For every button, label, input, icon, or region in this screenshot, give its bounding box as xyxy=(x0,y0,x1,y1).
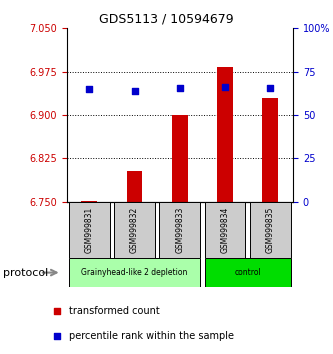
Bar xyxy=(160,202,200,258)
Bar xyxy=(205,202,245,258)
Point xyxy=(87,86,92,92)
Text: GDS5113 / 10594679: GDS5113 / 10594679 xyxy=(99,12,234,25)
Bar xyxy=(69,202,110,258)
Bar xyxy=(250,202,291,258)
Bar xyxy=(114,202,155,258)
Text: GSM999834: GSM999834 xyxy=(220,207,230,253)
Bar xyxy=(205,258,291,287)
Text: Grainyhead-like 2 depletion: Grainyhead-like 2 depletion xyxy=(81,268,188,277)
Text: GSM999831: GSM999831 xyxy=(85,207,94,253)
Bar xyxy=(217,67,233,202)
Bar xyxy=(81,201,97,202)
Text: GSM999835: GSM999835 xyxy=(266,207,275,253)
Point xyxy=(177,85,182,91)
Text: percentile rank within the sample: percentile rank within the sample xyxy=(69,331,234,341)
Point xyxy=(268,85,273,91)
Point xyxy=(132,88,137,93)
Bar xyxy=(127,171,143,202)
Text: GSM999833: GSM999833 xyxy=(175,207,184,253)
Bar xyxy=(262,98,278,202)
Point xyxy=(222,85,228,90)
Text: transformed count: transformed count xyxy=(69,306,160,316)
Point xyxy=(55,308,60,314)
Text: protocol: protocol xyxy=(3,268,49,278)
Point xyxy=(55,333,60,339)
Bar xyxy=(172,115,188,202)
Bar xyxy=(69,258,200,287)
Text: control: control xyxy=(234,268,261,277)
Text: GSM999832: GSM999832 xyxy=(130,207,139,253)
